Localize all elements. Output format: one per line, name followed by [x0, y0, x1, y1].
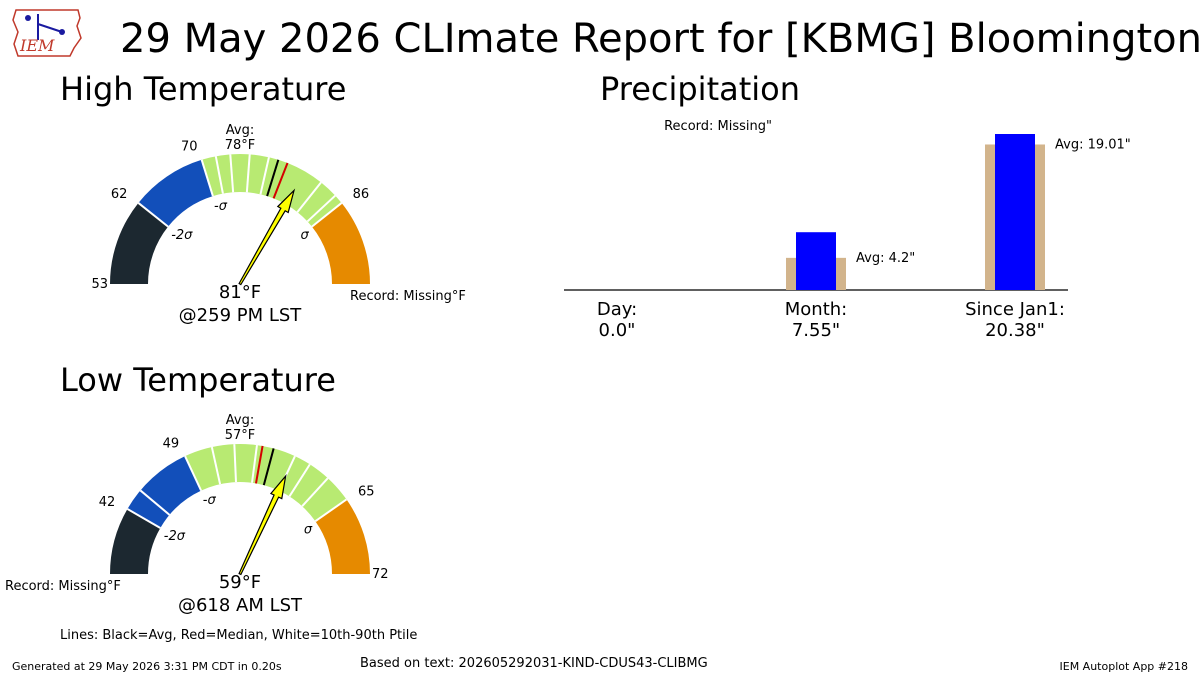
tick-label-3: 72 — [372, 567, 389, 582]
high-temperature-gauge: Avg: 78°F 53 62 70 86 -2σ -σ σ 81°F@259 PM LST Rec… — [91, 123, 466, 326]
percentile-line-2 — [245, 154, 251, 193]
percentile-line-2 — [233, 444, 237, 483]
percentile-line-3 — [259, 157, 270, 195]
source-text-id: Based on text: 202605292031-KIND-CDUS43-… — [360, 656, 708, 671]
observed-value: 81°F — [219, 282, 261, 303]
month-avg-annotation: Avg: 4.2" — [856, 251, 915, 266]
high-record-label: Record: Missing°F — [350, 289, 466, 304]
tick-label-3: 86 — [353, 187, 370, 202]
sigma-label-1: -σ — [203, 493, 217, 508]
observed-time: @618 AM LST — [178, 595, 303, 616]
generated-timestamp: Generated at 29 May 2026 3:31 PM CDT in … — [12, 660, 282, 673]
tick-label-2: 65 — [358, 484, 375, 499]
gauge-needle — [238, 188, 296, 286]
average-label: Avg: 78°F — [225, 123, 256, 153]
percentile-line-0 — [214, 156, 224, 194]
observed-value: 59°F — [219, 572, 261, 593]
tick-label-0: 53 — [91, 277, 108, 292]
precipitation-bar-chart: Record: Missing" Avg: 4.2" Avg: 19.01" Day:… — [564, 119, 1131, 341]
percentile-line-4 — [296, 181, 322, 213]
band-boundary-2 — [314, 498, 348, 523]
tick-label-1: 62 — [111, 187, 128, 202]
band-boundary-0 — [137, 202, 169, 228]
band-boundary-1 — [200, 159, 214, 197]
gauge-band-2 — [185, 444, 347, 522]
category-label-2: Since Jan1: 20.38" — [965, 299, 1065, 341]
percentile-line-1 — [210, 446, 222, 485]
band-boundary-2 — [311, 202, 343, 228]
tick-label-0: 42 — [99, 495, 116, 510]
low-temperature-gauge: Avg: 57°F 42 49 65 72 -2σ -σ σ 59°F@618 AM LST Rec… — [5, 413, 389, 616]
ytd-avg-annotation: Avg: 19.01" — [1055, 137, 1131, 152]
percentile-line-1 — [229, 154, 235, 193]
percentile-line-0 — [139, 489, 171, 516]
band-boundary-0 — [126, 508, 161, 529]
gauge-needle — [238, 474, 287, 576]
percentile-line-6 — [301, 477, 329, 507]
autoplot-app-id: IEM Autoplot App #218 — [1059, 660, 1189, 673]
average-line — [266, 159, 280, 197]
gauge-band-3 — [315, 499, 370, 574]
sigma-label-0: -2σ — [171, 228, 193, 243]
median-line — [272, 162, 289, 199]
sigma-label-2: σ — [301, 228, 310, 243]
precipitation-title: Precipitation — [600, 70, 801, 108]
percentile-line-5 — [306, 194, 336, 223]
percentile-line-3 — [251, 444, 258, 483]
iem-logo: IEM — [12, 9, 82, 57]
gauge-band-1 — [127, 456, 202, 528]
low-temperature-title: Low Temperature — [60, 361, 336, 399]
category-label-1: Month: 7.55" — [785, 299, 847, 341]
gauge-lines-legend: Lines: Black=Avg, Red=Median, White=10th… — [60, 628, 418, 643]
gauge-band-1 — [138, 159, 213, 227]
observed-time: @259 PM LST — [179, 305, 303, 326]
tick-label-2: 70 — [181, 139, 198, 154]
sigma-label-0: -2σ — [164, 529, 186, 544]
gauge-band-0 — [110, 202, 169, 284]
page-title: 29 May 2026 CLImate Report for [KBMG] Bl… — [120, 16, 1200, 62]
sigma-label-2: σ — [304, 523, 313, 538]
band-boundary-1 — [184, 455, 203, 492]
gauge-band-0 — [110, 509, 161, 574]
average-line — [262, 448, 275, 486]
gauge-band-2 — [201, 154, 342, 227]
tick-label-1: 49 — [163, 436, 180, 451]
low-record-label: Record: Missing°F — [5, 579, 121, 594]
average-label: Avg: 57°F — [225, 413, 256, 443]
percentile-line-5 — [288, 463, 311, 497]
sigma-label-1: -σ — [214, 199, 228, 214]
high-temperature-title: High Temperature — [60, 70, 347, 108]
logo-text: IEM — [19, 36, 55, 55]
category-label-0: Day: 0.0" — [597, 299, 637, 341]
gauge-band-3 — [311, 202, 370, 284]
precip-bar-s1-1 — [796, 232, 836, 290]
precip-bar-s1-2 — [995, 134, 1035, 290]
record-annotation: Record: Missing" — [664, 119, 772, 134]
median-line — [254, 445, 264, 484]
